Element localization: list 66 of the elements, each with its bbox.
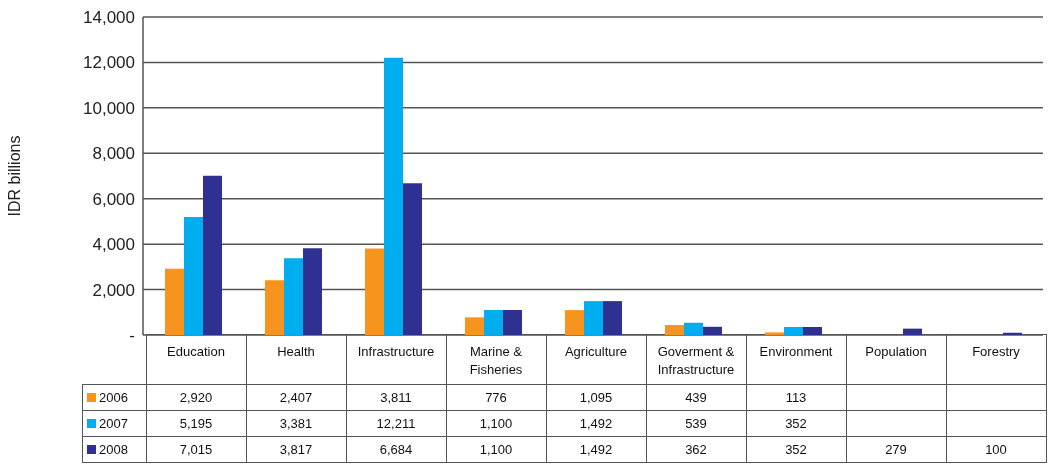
bar — [665, 325, 684, 335]
legend-label: 2007 — [82, 410, 146, 437]
data-label: 5,195 — [146, 410, 246, 437]
data-label: 352 — [746, 436, 846, 463]
data-label: 1,492 — [546, 410, 646, 437]
data-label: 1,100 — [446, 436, 546, 463]
data-label: 1,492 — [546, 436, 646, 463]
x-tick-label: Education — [146, 334, 246, 385]
data-label: 2,407 — [246, 384, 346, 411]
y-tick-label: 4,000 — [92, 235, 135, 255]
data-label: 3,381 — [246, 410, 346, 437]
data-label: 439 — [646, 384, 746, 411]
x-tick-label: Environment — [746, 334, 846, 385]
x-tick-label: Infrastructure — [346, 334, 446, 385]
bar — [203, 175, 222, 335]
data-label: 100 — [946, 436, 1046, 463]
data-label: 6,684 — [346, 436, 446, 463]
data-label: 2,920 — [146, 384, 246, 411]
y-tick-label: 6,000 — [92, 189, 135, 209]
bar — [403, 183, 422, 335]
data-label: 1,095 — [546, 384, 646, 411]
bar — [803, 327, 822, 335]
data-label: 3,811 — [346, 384, 446, 411]
x-tick-label: Marine & Fisheries — [446, 334, 546, 385]
y-tick-label: 10,000 — [83, 98, 135, 118]
bar — [584, 301, 603, 335]
bar — [165, 268, 184, 335]
bar — [903, 328, 922, 335]
bar — [484, 310, 503, 335]
bar — [303, 248, 322, 335]
y-tick-label: 14,000 — [83, 8, 135, 28]
data-label: 279 — [846, 436, 946, 463]
bar — [284, 258, 303, 335]
y-tick-label: 2,000 — [92, 280, 135, 300]
bar — [603, 301, 622, 335]
x-tick-label: Health — [246, 334, 346, 385]
legend-label: 2008 — [82, 436, 146, 463]
y-tick-label: 12,000 — [83, 53, 135, 73]
bar — [684, 322, 703, 335]
x-tick-label: Agriculture — [546, 334, 646, 385]
data-label: 7,015 — [146, 436, 246, 463]
bar — [565, 310, 584, 335]
data-label: 776 — [446, 384, 546, 411]
x-tick-label: Population — [846, 334, 946, 385]
data-label: 362 — [646, 436, 746, 463]
y-tick-label: - — [129, 326, 135, 346]
bar — [503, 310, 522, 335]
data-label: 3,817 — [246, 436, 346, 463]
data-label: 1,100 — [446, 410, 546, 437]
bar — [765, 332, 784, 335]
y-tick-label: 8,000 — [92, 144, 135, 164]
y-axis-title: IDR billions — [5, 135, 23, 217]
bar — [184, 217, 203, 335]
x-tick-label: Goverment & Infrastructure — [646, 334, 746, 385]
data-label: 113 — [746, 384, 846, 411]
data-label: 12,211 — [346, 410, 446, 437]
bar — [384, 57, 403, 335]
bar — [784, 327, 803, 335]
bar — [365, 248, 384, 335]
bar — [465, 317, 484, 335]
data-label: 539 — [646, 410, 746, 437]
bar — [265, 280, 284, 335]
x-tick-label: Forestry — [946, 334, 1046, 385]
bar — [703, 326, 722, 335]
legend-label: 2006 — [82, 384, 146, 411]
data-label: 352 — [746, 410, 846, 437]
